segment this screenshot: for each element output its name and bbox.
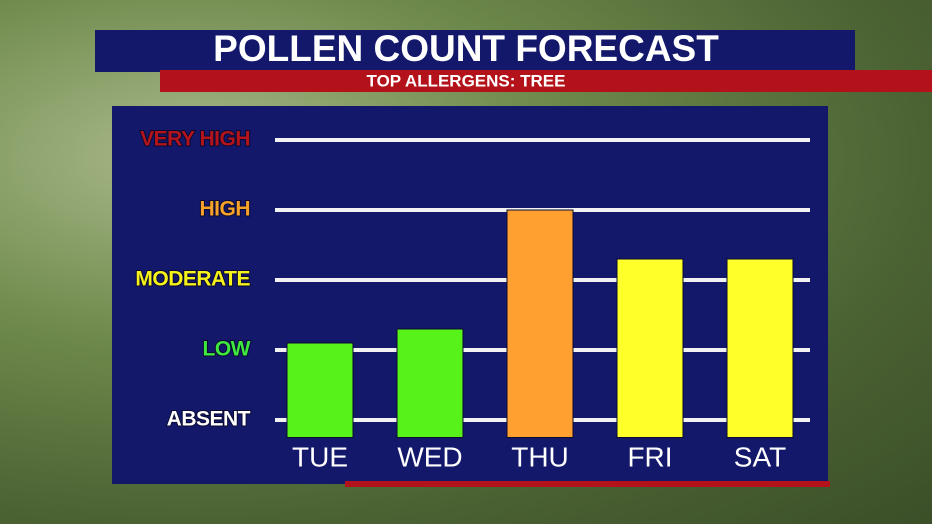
bar xyxy=(726,258,794,438)
chart-title: POLLEN COUNT FORECAST xyxy=(213,28,719,69)
x-tick-label: TUE xyxy=(292,441,348,472)
y-tick-label: VERY HIGH xyxy=(140,128,250,151)
bar xyxy=(396,328,464,438)
x-tick-label: FRI xyxy=(627,441,672,472)
x-tick-label: WED xyxy=(397,441,462,472)
title-bar xyxy=(95,30,855,72)
y-tick-label: ABSENT xyxy=(167,408,251,431)
bar xyxy=(506,209,574,438)
bar xyxy=(616,258,684,438)
chart-subtitle: TOP ALLERGENS: TREE xyxy=(367,71,566,90)
x-tick-label: SAT xyxy=(734,441,786,472)
bar xyxy=(286,342,354,438)
y-tick-label: MODERATE xyxy=(135,268,250,291)
x-tick-label: THU xyxy=(511,441,569,472)
y-tick-label: HIGH xyxy=(200,198,251,221)
plot-area: ABSENT LOW MODERATE HIGH VERY HIGH TUE WED THU F… xyxy=(134,127,810,472)
y-tick-label: LOW xyxy=(203,338,251,361)
subtitle-bar xyxy=(160,70,932,92)
accent-bar xyxy=(345,481,830,487)
